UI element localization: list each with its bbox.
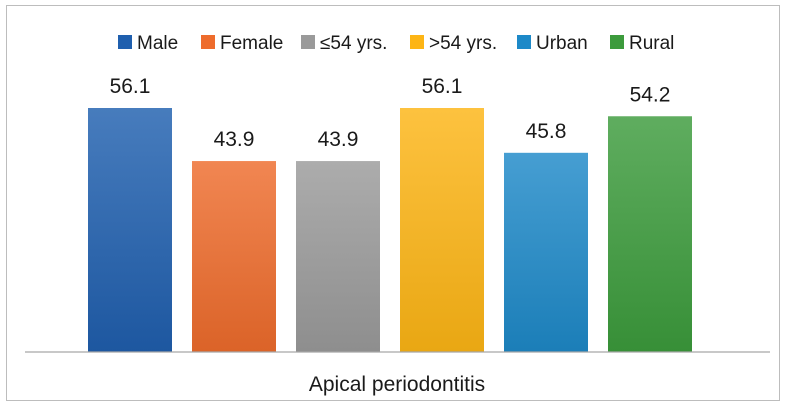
x-axis-label: Apical periodontitis — [309, 373, 485, 396]
value-label-rural: 54.2 — [630, 83, 671, 106]
bar-male — [88, 108, 172, 352]
value-label-female: 43.9 — [214, 128, 255, 151]
bar-urban — [504, 152, 588, 352]
bar-female — [192, 161, 276, 352]
legend-swatch-urban — [517, 35, 531, 49]
bars — [88, 108, 692, 352]
legend-swatch-male — [118, 35, 132, 49]
legend-label-54-yrs: ≤54 yrs. — [320, 33, 387, 54]
value-label-male: 56.1 — [110, 75, 151, 98]
legend-swatch-54-yrs — [301, 35, 315, 49]
bar-54-yrs — [400, 108, 484, 352]
value-label-54-yrs: 56.1 — [422, 75, 463, 98]
legend-label-female: Female — [220, 33, 283, 54]
legend-swatch-rural — [610, 35, 624, 49]
value-label-54-yrs: 43.9 — [318, 128, 359, 151]
legend-label-urban: Urban — [536, 33, 588, 54]
bar-rural — [608, 116, 692, 352]
legend-label-54-yrs: >54 yrs. — [429, 33, 497, 54]
legend: Male Female ≤54 yrs. >54 yrs. Urban Rural — [118, 33, 674, 54]
value-labels: 56.1 43.9 43.9 56.1 45.8 54.2 — [110, 75, 671, 151]
legend-label-rural: Rural — [629, 33, 674, 54]
value-label-urban: 45.8 — [526, 120, 567, 143]
bar-54-yrs — [296, 161, 380, 352]
legend-swatch-female — [201, 35, 215, 49]
legend-swatch-54-yrs — [410, 35, 424, 49]
legend-label-male: Male — [137, 33, 178, 54]
